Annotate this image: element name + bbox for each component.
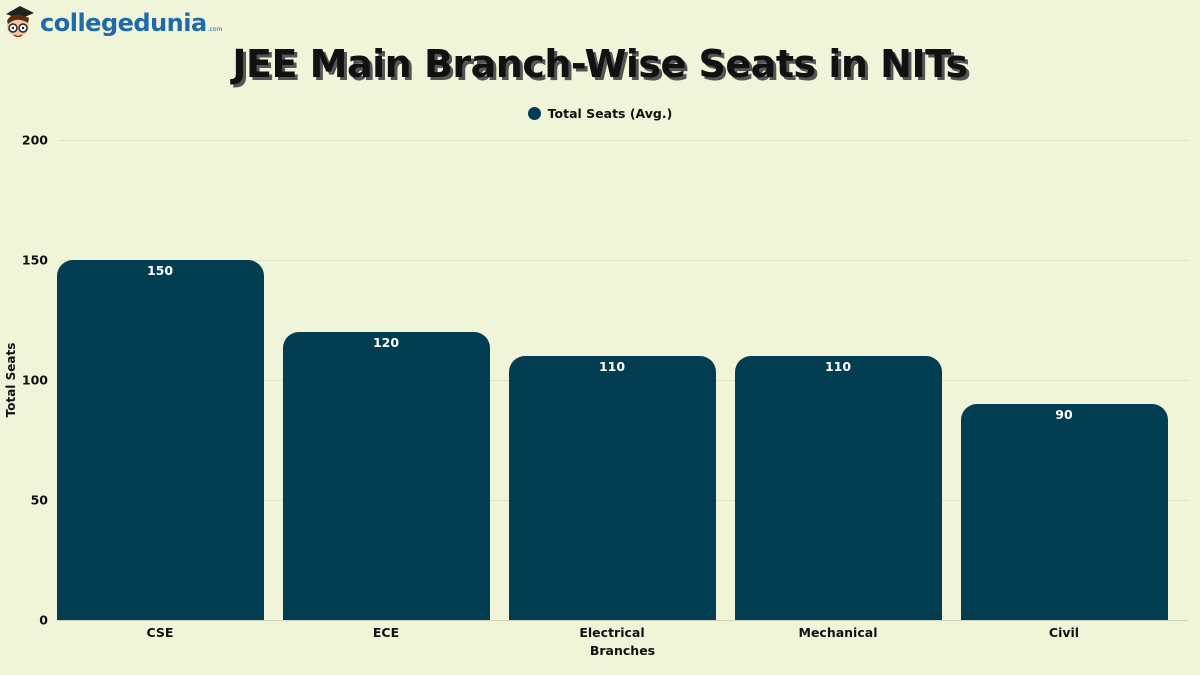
legend: Total Seats (Avg.): [0, 106, 1200, 121]
bar-civil[interactable]: 90: [960, 404, 1168, 620]
bar-value-label: 120: [372, 335, 400, 350]
mascot-icon: [6, 6, 34, 38]
logo-text: collegedunia: [40, 9, 207, 37]
bar-electrical[interactable]: 110: [508, 356, 716, 620]
plot-area: 0 50 100 150 200 150 CSE 120 ECE 110 Electrical 110…: [22, 133, 1188, 640]
collegedunia-logo[interactable]: collegedunia .com: [2, 4, 222, 42]
bar-value-label: 90: [1055, 407, 1073, 422]
bar-value-label: 150: [146, 263, 174, 278]
x-tick-label: Mechanical: [798, 625, 878, 640]
y-tick-label: 50: [30, 492, 48, 508]
bar-ece[interactable]: 120: [282, 332, 490, 620]
bar-value-label: 110: [598, 359, 626, 374]
x-tick-label: CSE: [146, 625, 174, 640]
x-tick-label: Civil: [1048, 625, 1080, 640]
bar-mechanical[interactable]: 110: [734, 356, 942, 620]
y-tick-label: 0: [39, 612, 48, 628]
gridline: [58, 140, 1188, 141]
y-tick-label: 200: [21, 132, 48, 148]
bar-cse[interactable]: 150: [56, 260, 264, 620]
bar-value-label: 110: [824, 359, 852, 374]
y-tick-label: 100: [21, 372, 48, 388]
x-tick-label: ECE: [372, 625, 400, 640]
legend-label: Total Seats (Avg.): [547, 106, 673, 121]
x-axis-line: [58, 620, 1188, 621]
x-tick-label: Electrical: [579, 625, 645, 640]
chart-title: JEE Main Branch-Wise Seats in NITs: [232, 42, 968, 86]
logo-suffix: .com: [207, 26, 223, 33]
x-axis-label: Branches: [589, 643, 656, 658]
y-tick-label: 150: [21, 252, 48, 268]
legend-marker-icon: [527, 107, 541, 120]
gridline: [58, 260, 1188, 261]
